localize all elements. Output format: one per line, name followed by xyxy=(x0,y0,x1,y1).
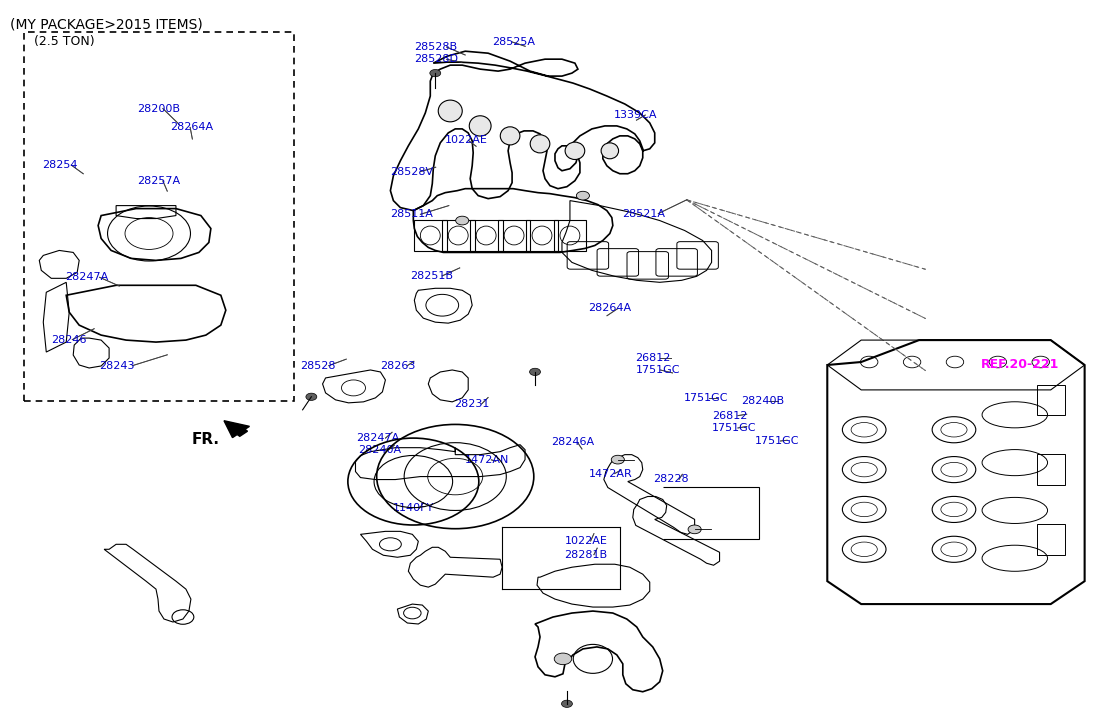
Text: 1472AN: 1472AN xyxy=(465,455,510,465)
Ellipse shape xyxy=(500,126,520,145)
Text: 28247A: 28247A xyxy=(356,433,399,443)
Circle shape xyxy=(456,216,468,225)
Text: 26812: 26812 xyxy=(712,411,747,421)
Text: 1472AR: 1472AR xyxy=(589,469,632,478)
Text: 28231: 28231 xyxy=(454,399,490,409)
Text: 28528D: 28528D xyxy=(414,55,458,64)
Text: REF.20-221: REF.20-221 xyxy=(981,358,1060,371)
Text: 26812: 26812 xyxy=(636,353,671,363)
Text: 28228: 28228 xyxy=(653,475,688,484)
Circle shape xyxy=(577,191,590,200)
Text: FR.: FR. xyxy=(191,432,219,447)
Circle shape xyxy=(561,700,572,707)
Ellipse shape xyxy=(601,142,618,158)
Text: 1140FY: 1140FY xyxy=(393,503,434,513)
Circle shape xyxy=(612,455,625,464)
Text: 28254: 28254 xyxy=(42,160,78,170)
Text: 1022AE: 1022AE xyxy=(444,135,487,145)
Text: 28511A: 28511A xyxy=(389,209,433,220)
Text: 28281B: 28281B xyxy=(565,550,607,560)
Text: 28257A: 28257A xyxy=(137,176,179,186)
Text: 28528: 28528 xyxy=(301,361,336,371)
Text: 28240B: 28240B xyxy=(742,396,784,406)
Text: (MY PACKAGE>2015 ITEMS): (MY PACKAGE>2015 ITEMS) xyxy=(10,17,202,31)
Circle shape xyxy=(688,525,701,534)
Ellipse shape xyxy=(439,100,463,122)
Ellipse shape xyxy=(531,134,550,153)
Text: 28247A: 28247A xyxy=(65,273,108,282)
Circle shape xyxy=(529,369,540,376)
FancyArrow shape xyxy=(224,421,249,438)
Text: 1751GC: 1751GC xyxy=(755,436,799,446)
Text: 1751GC: 1751GC xyxy=(712,423,756,433)
Text: 1022AE: 1022AE xyxy=(565,536,607,546)
Text: (2.5 TON): (2.5 TON) xyxy=(34,35,95,48)
Text: 1751GC: 1751GC xyxy=(684,393,728,403)
Text: 1339CA: 1339CA xyxy=(614,110,657,120)
Text: 28243: 28243 xyxy=(100,361,135,371)
Text: 28264A: 28264A xyxy=(589,303,631,313)
Circle shape xyxy=(555,653,572,664)
Text: 28200B: 28200B xyxy=(137,103,179,113)
Text: 28240A: 28240A xyxy=(358,446,401,455)
Text: 28525A: 28525A xyxy=(492,37,535,47)
Text: 28528B: 28528B xyxy=(414,42,457,52)
Text: 28264A: 28264A xyxy=(171,122,213,132)
Text: 28263: 28263 xyxy=(380,361,416,371)
Text: 28528V: 28528V xyxy=(389,166,433,177)
Text: 28246A: 28246A xyxy=(551,438,594,447)
Circle shape xyxy=(306,393,317,401)
Circle shape xyxy=(430,70,441,77)
Ellipse shape xyxy=(566,142,585,159)
Text: 28521A: 28521A xyxy=(622,209,665,219)
Text: 28246: 28246 xyxy=(51,334,88,345)
Text: 1751GC: 1751GC xyxy=(636,365,679,375)
Text: 28251B: 28251B xyxy=(410,271,454,281)
Ellipse shape xyxy=(469,116,491,136)
